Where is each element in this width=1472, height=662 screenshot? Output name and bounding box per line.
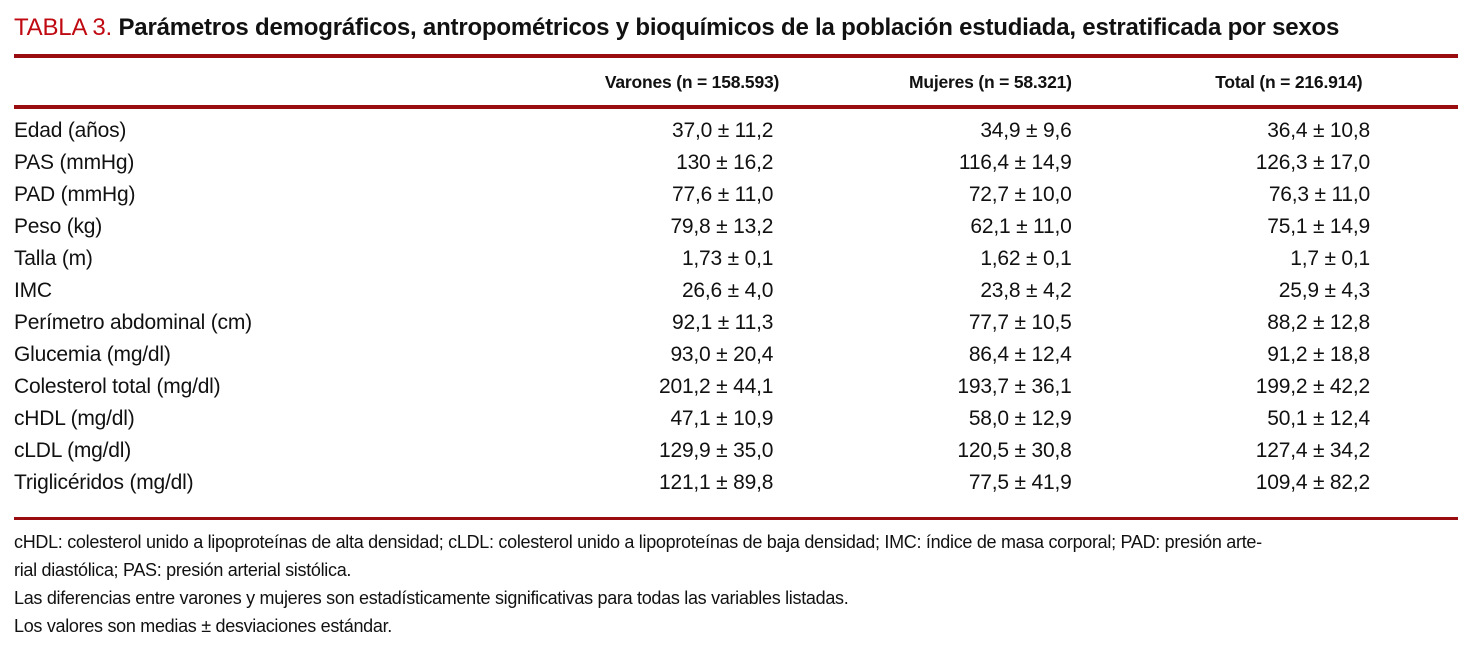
value-cell: 34,9 ± 9,6	[980, 119, 1072, 142]
value-cell: 25,9 ± 4,3	[1278, 279, 1370, 302]
value-cell: 75,1 ± 14,9	[1267, 215, 1370, 238]
value-cell: 58,0 ± 12,9	[968, 407, 1072, 430]
value-cell: 26,6 ± 4,0	[681, 279, 774, 302]
value-cell: 92,1 ± 11,3	[672, 311, 774, 334]
value-cell: 127,4 ± 34,2	[1255, 439, 1370, 462]
row-label: cLDL (mg/dl)	[14, 439, 132, 462]
footnotes: cHDL: colesterol unido a lipoproteínas d…	[14, 528, 1458, 640]
value-cell: 47,1 ± 10,9	[670, 407, 774, 430]
value-cell: 77,5 ± 41,9	[968, 471, 1072, 494]
footnote-line: cHDL: colesterol unido a lipoproteínas d…	[14, 532, 1262, 552]
value-cell: 1,62 ± 0,1	[980, 247, 1072, 270]
value-cell: 116,4 ± 14,9	[958, 151, 1072, 174]
value-cell: 77,6 ± 11,0	[672, 183, 774, 206]
bottom-rule	[14, 517, 1458, 520]
value-cell: 201,2 ± 44,1	[658, 375, 774, 398]
value-cell: 37,0 ± 11,2	[672, 119, 774, 142]
value-cell: 72,7 ± 10,0	[968, 183, 1072, 206]
table-row: Peso (kg) 79,8 ± 13,2 62,1 ± 11,0 75,1 ± 14…	[14, 211, 1458, 243]
value-cell: 109,4 ± 82,2	[1255, 471, 1370, 494]
table-row: cLDL (mg/dl) 129,9 ± 35,0 120,5 ± 30,8 127,…	[14, 435, 1458, 467]
table-row: Glucemia (mg/dl) 93,0 ± 20,4 86,4 ± 12,4 91…	[14, 339, 1458, 371]
value-cell: 1,7 ± 0,1	[1290, 247, 1370, 270]
footnote-line: rial diastólica; PAS: presión arterial s…	[14, 560, 352, 580]
row-label: PAD (mmHg)	[14, 183, 136, 206]
table-row: PAD (mmHg) 77,6 ± 11,0 72,7 ± 10,0 76,3 ± 1…	[14, 179, 1458, 211]
value-cell: 77,7 ± 10,5	[968, 311, 1072, 334]
table-title-text: Parámetros demográficos, antropométricos…	[118, 14, 1340, 41]
value-cell: 62,1 ± 11,0	[970, 215, 1072, 238]
value-cell: 1,73 ± 0,1	[681, 247, 774, 270]
row-label: Edad (años)	[14, 119, 127, 142]
footnote-line: Las diferencias entre varones y mujeres …	[14, 588, 849, 608]
table-row: cHDL (mg/dl) 47,1 ± 10,9 58,0 ± 12,9 50,1 ±…	[14, 403, 1458, 435]
table-row: Talla (m) 1,73 ± 0,1 1,62 ± 0,1 1,7 ± 0,1	[14, 243, 1458, 275]
row-label: Perímetro abdominal (cm)	[14, 311, 252, 334]
row-label: Colesterol total (mg/dl)	[14, 375, 221, 398]
value-cell: 79,8 ± 13,2	[670, 215, 774, 238]
value-cell: 91,2 ± 18,8	[1267, 343, 1370, 366]
value-cell: 36,4 ± 10,8	[1267, 119, 1370, 142]
value-cell: 121,1 ± 89,8	[658, 471, 774, 494]
header-rule	[14, 105, 1458, 109]
row-label: Triglicéridos (mg/dl)	[14, 471, 194, 494]
value-cell: 50,1 ± 12,4	[1267, 407, 1370, 430]
row-label: IMC	[14, 279, 52, 302]
row-label: Peso (kg)	[14, 215, 103, 238]
table-row: Colesterol total (mg/dl) 201,2 ± 44,1 193,…	[14, 371, 1458, 403]
value-cell: 23,8 ± 4,2	[980, 279, 1072, 302]
value-cell: 120,5 ± 30,8	[957, 439, 1072, 462]
row-label: PAS (mmHg)	[14, 151, 135, 174]
row-label: Glucemia (mg/dl)	[14, 343, 171, 366]
column-header-total: Total (n = 216.914)	[1215, 72, 1363, 92]
value-cell: 129,9 ± 35,0	[658, 439, 774, 462]
value-cell: 76,3 ± 11,0	[1268, 183, 1370, 206]
data-table-body: Edad (años) 37,0 ± 11,2 34,9 ± 9,6 36,4 ± 1…	[14, 109, 1458, 508]
table-title: TABLA 3. Parámetros demográficos, antrop…	[14, 12, 1418, 43]
table-row: Edad (años) 37,0 ± 11,2 34,9 ± 9,6 36,4 ± 1…	[14, 109, 1458, 147]
value-cell: 126,3 ± 17,0	[1255, 151, 1370, 174]
value-cell: 93,0 ± 20,4	[670, 343, 774, 366]
column-header-mujeres: Mujeres (n = 58.321)	[908, 72, 1072, 92]
row-label: cHDL (mg/dl)	[14, 407, 135, 430]
corner-cell	[14, 58, 563, 105]
table-row: Triglicéridos (mg/dl) 121,1 ± 89,8 77,5 ± …	[14, 467, 1458, 508]
table-row: PAS (mmHg) 130 ± 16,2 116,4 ± 14,9 126,3 ± …	[14, 147, 1458, 179]
column-header-varones: Varones (n = 158.593)	[604, 72, 780, 92]
value-cell: 86,4 ± 12,4	[968, 343, 1072, 366]
table-row: Perímetro abdominal (cm) 92,1 ± 11,3 77,7 …	[14, 307, 1458, 339]
row-label: Talla (m)	[14, 247, 93, 270]
table-row: IMC 26,6 ± 4,0 23,8 ± 4,2 25,9 ± 4,3	[14, 275, 1458, 307]
footnote-line: Los valores son medias ± desviaciones es…	[14, 616, 392, 636]
value-cell: 88,2 ± 12,8	[1267, 311, 1370, 334]
data-table: Varones (n = 158.593) Mujeres (n = 58.32…	[14, 58, 1458, 105]
table-header: Varones (n = 158.593) Mujeres (n = 58.32…	[14, 58, 1458, 105]
value-cell: 130 ± 16,2	[676, 151, 774, 174]
table-body: Edad (años) 37,0 ± 11,2 34,9 ± 9,6 36,4 ± 1…	[14, 109, 1458, 508]
top-rule	[14, 54, 1458, 58]
value-cell: 199,2 ± 42,2	[1255, 375, 1370, 398]
table-number-label: TABLA 3.	[14, 14, 113, 41]
header-row: Varones (n = 158.593) Mujeres (n = 58.32…	[14, 58, 1458, 105]
value-cell: 193,7 ± 36,1	[957, 375, 1072, 398]
